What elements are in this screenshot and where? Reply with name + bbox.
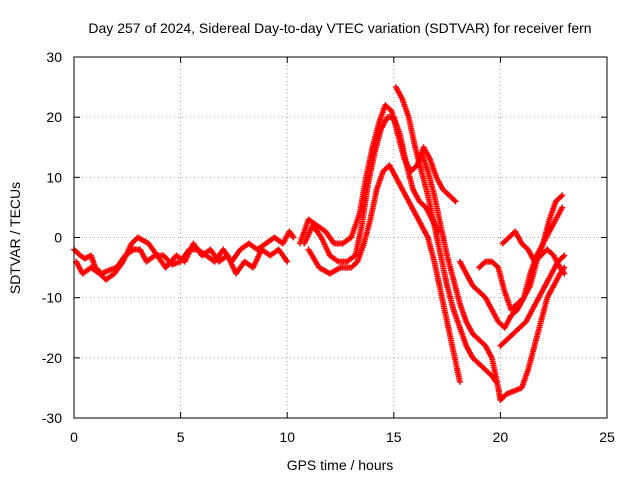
data-point: [452, 198, 459, 205]
x-tick-label: 0: [70, 429, 78, 445]
data-point: [412, 163, 419, 170]
data-point: [557, 193, 564, 200]
x-tick-label: 20: [493, 429, 509, 445]
chart-title: Day 257 of 2024, Sidereal Day-to-day VTE…: [88, 20, 591, 36]
data-point: [284, 258, 291, 265]
series-track-5: [305, 162, 463, 385]
y-tick-label: 20: [46, 109, 62, 125]
data-point: [290, 234, 297, 241]
x-tick-label: 5: [177, 429, 185, 445]
series-track-7: [418, 150, 504, 403]
data-point: [456, 378, 463, 385]
data-point: [493, 263, 500, 270]
axes: 0 5 10 15 20 25 -30 -20 -10 0 10 20 30: [42, 49, 615, 445]
data-point: [353, 259, 360, 266]
y-tick-label: -30: [42, 410, 62, 426]
data-point: [559, 204, 566, 211]
y-axis-label: SDTVAR / TECUs: [7, 182, 23, 294]
data-point: [387, 106, 394, 113]
y-tick-label: -10: [42, 290, 62, 306]
data-point: [451, 197, 458, 204]
x-tick-label: 25: [599, 429, 615, 445]
x-axis-label: GPS time / hours: [287, 457, 394, 473]
data-point: [559, 192, 566, 199]
y-tick-label: 10: [46, 169, 62, 185]
x-tick-label: 10: [279, 429, 295, 445]
series-track-2: [73, 234, 291, 283]
data-point: [560, 253, 567, 260]
data-point: [481, 259, 488, 266]
y-tick-label: 0: [54, 230, 62, 246]
series-track-12: [497, 264, 568, 403]
data-layer: [71, 84, 568, 403]
data-point: [561, 264, 568, 271]
x-tick-label: 15: [386, 429, 402, 445]
y-tick-label: 30: [46, 49, 62, 65]
series-track-11: [497, 252, 568, 349]
data-point: [561, 252, 568, 259]
y-tick-label: -20: [42, 350, 62, 366]
